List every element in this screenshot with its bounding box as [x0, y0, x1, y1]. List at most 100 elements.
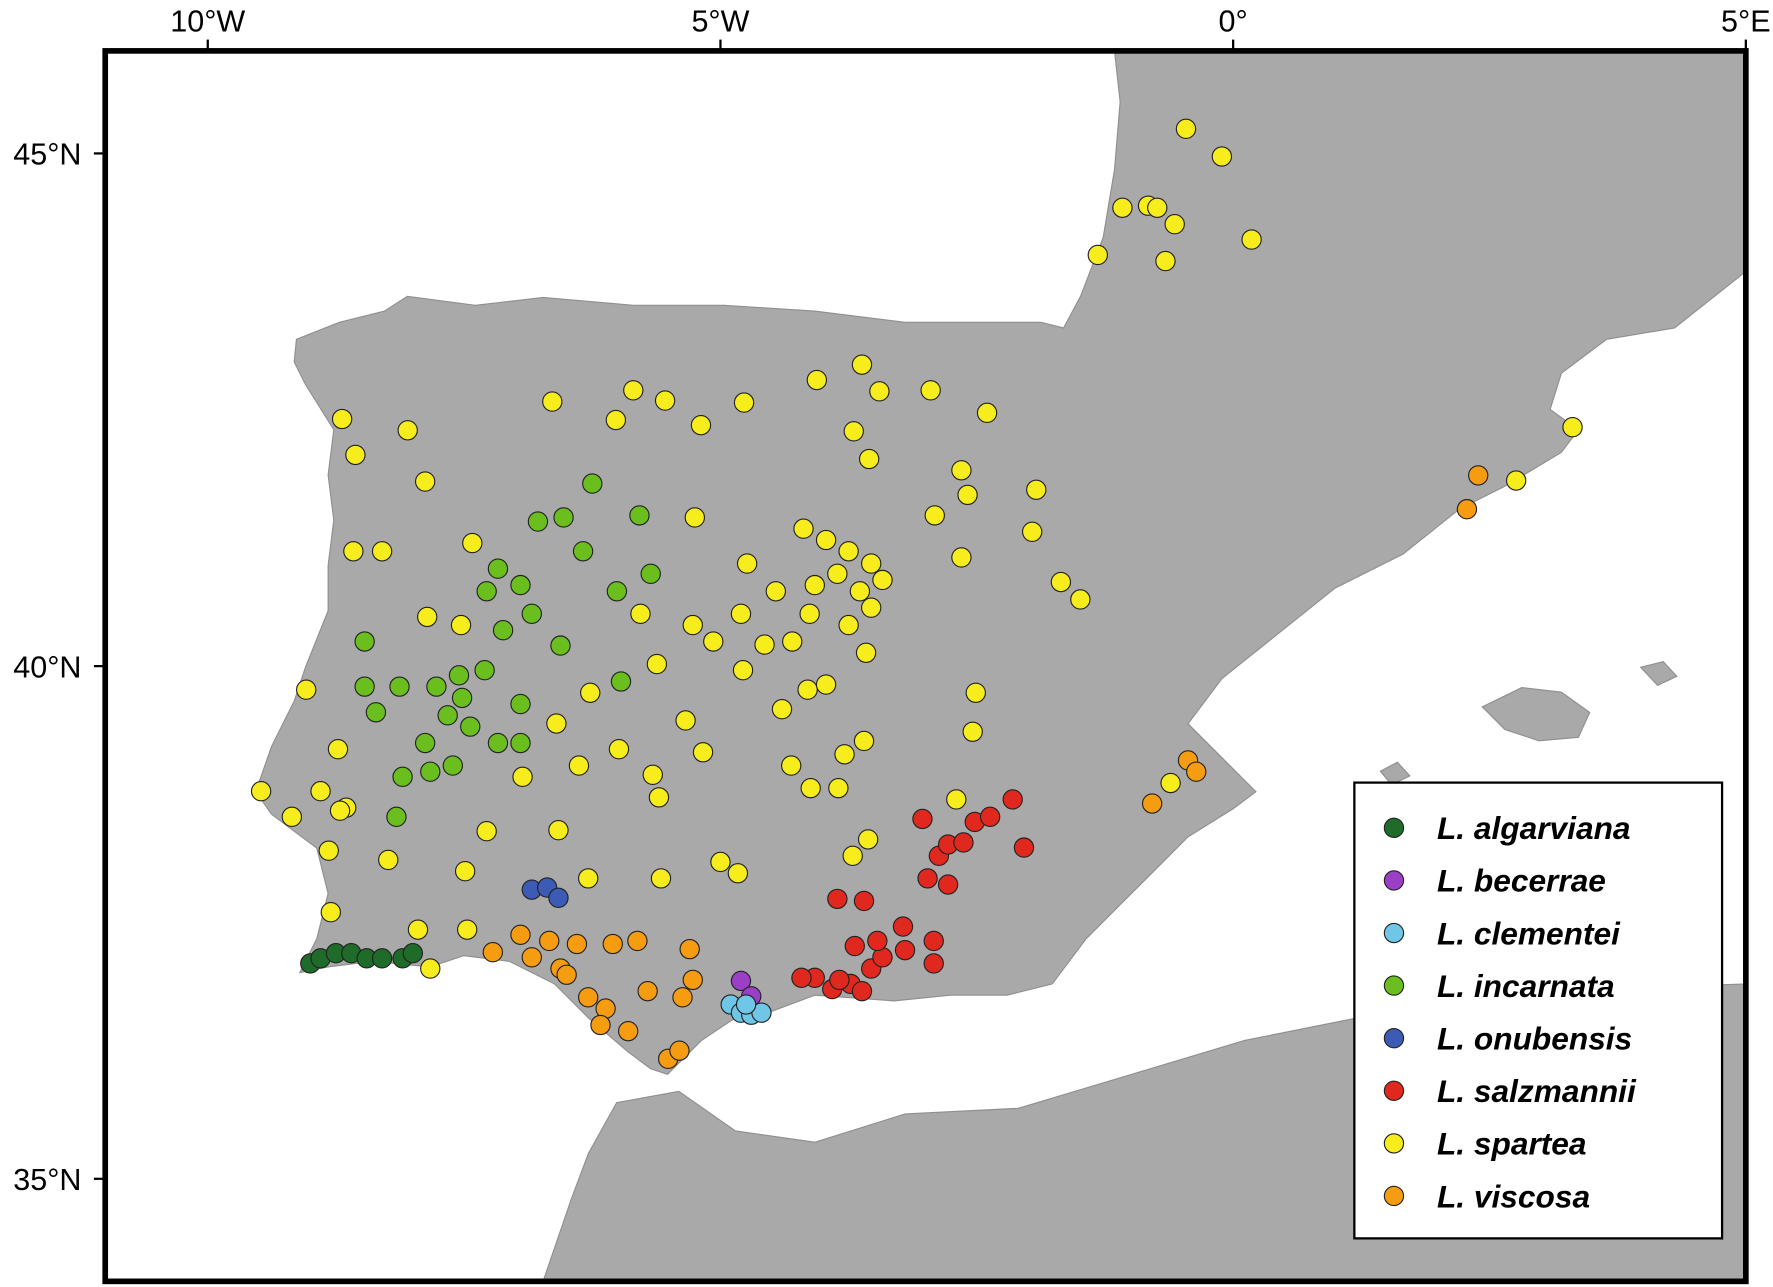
site-point [371, 948, 393, 969]
site-point [793, 518, 814, 539]
legend-label: L. incarnata [1437, 968, 1615, 1004]
site-point [828, 777, 849, 799]
site-point [799, 603, 820, 625]
site-point [858, 448, 880, 470]
site-point [827, 888, 848, 910]
site-point [730, 603, 752, 625]
site-point [553, 507, 574, 528]
site-point [568, 755, 590, 776]
site-point [736, 553, 758, 574]
site-point [754, 634, 775, 655]
site-point [853, 890, 875, 912]
site-point [331, 408, 353, 430]
site-point [923, 953, 944, 974]
site-point [684, 507, 706, 528]
site-point [510, 693, 531, 715]
legend-marker [1383, 1133, 1405, 1154]
site-point [327, 738, 349, 760]
x-tick-label: 10°W [170, 5, 245, 39]
site-point [771, 699, 793, 720]
x-tick-label: 0° [1219, 5, 1248, 39]
site-point [527, 511, 549, 532]
site-point [682, 969, 703, 991]
site-point [1160, 772, 1181, 794]
site-point [727, 863, 749, 884]
site-point [979, 806, 1001, 828]
legend-label: L. onubensis [1437, 1021, 1632, 1057]
site-point [610, 671, 632, 692]
site-point [648, 787, 670, 808]
site-point [426, 676, 447, 697]
site-point [1468, 465, 1489, 486]
legend-label: L. spartea [1437, 1126, 1587, 1162]
site-point [894, 939, 916, 961]
site-point [951, 460, 972, 481]
menorca [1639, 660, 1678, 687]
legend-marker [1383, 975, 1405, 996]
legend-marker [1383, 1028, 1405, 1049]
site-point [402, 943, 424, 964]
site-point [476, 821, 497, 842]
site-point [627, 930, 648, 952]
site-point [1164, 214, 1185, 235]
site-point [781, 755, 802, 776]
site-point [834, 744, 855, 765]
site-point [682, 614, 703, 636]
site-point [566, 933, 588, 955]
site-point [414, 471, 436, 492]
site-point [630, 603, 651, 625]
site-point [474, 660, 495, 681]
site-point [953, 832, 974, 853]
site-point [800, 777, 821, 799]
site-point [937, 874, 959, 895]
site-point [920, 380, 941, 401]
site-point [976, 402, 998, 424]
site-point [1155, 250, 1176, 272]
site-point [869, 381, 890, 402]
site-point [735, 994, 757, 1015]
site-point [454, 861, 476, 882]
site-point [861, 553, 882, 574]
site-point [815, 674, 837, 695]
site-point [1002, 789, 1023, 810]
site-point [550, 635, 571, 656]
site-point [892, 916, 914, 937]
site-point [844, 935, 865, 957]
points-layer [250, 118, 1583, 1070]
site-point [690, 414, 712, 436]
x-tick-label: 5°W [691, 5, 749, 39]
site-point [838, 541, 859, 562]
site-point [582, 473, 603, 494]
site-point [782, 631, 803, 652]
site-point [354, 676, 375, 697]
site-point [605, 409, 627, 431]
site-point [521, 603, 542, 625]
site-point [629, 505, 650, 526]
site-point [1050, 571, 1072, 593]
site-point [912, 808, 933, 830]
site-point [378, 849, 399, 871]
legend-label: L. becerrae [1437, 863, 1606, 899]
site-point [457, 919, 478, 940]
site-point [965, 682, 986, 703]
site-point [640, 563, 661, 585]
site-point [765, 581, 787, 602]
site-point [951, 547, 972, 568]
site-point [343, 541, 364, 562]
ibiza [1379, 761, 1411, 786]
site-point [829, 969, 850, 991]
site-point [710, 851, 731, 873]
site-point [675, 710, 696, 731]
site-point [672, 987, 693, 1008]
site-point [577, 987, 599, 1008]
site-point [1456, 499, 1478, 520]
site-point [669, 1040, 690, 1061]
site-point [608, 738, 630, 760]
site-point [281, 806, 303, 828]
site-point [487, 732, 509, 754]
site-point [482, 942, 504, 963]
site-point [420, 958, 441, 979]
mallorca [1481, 687, 1591, 742]
site-point [329, 800, 351, 821]
